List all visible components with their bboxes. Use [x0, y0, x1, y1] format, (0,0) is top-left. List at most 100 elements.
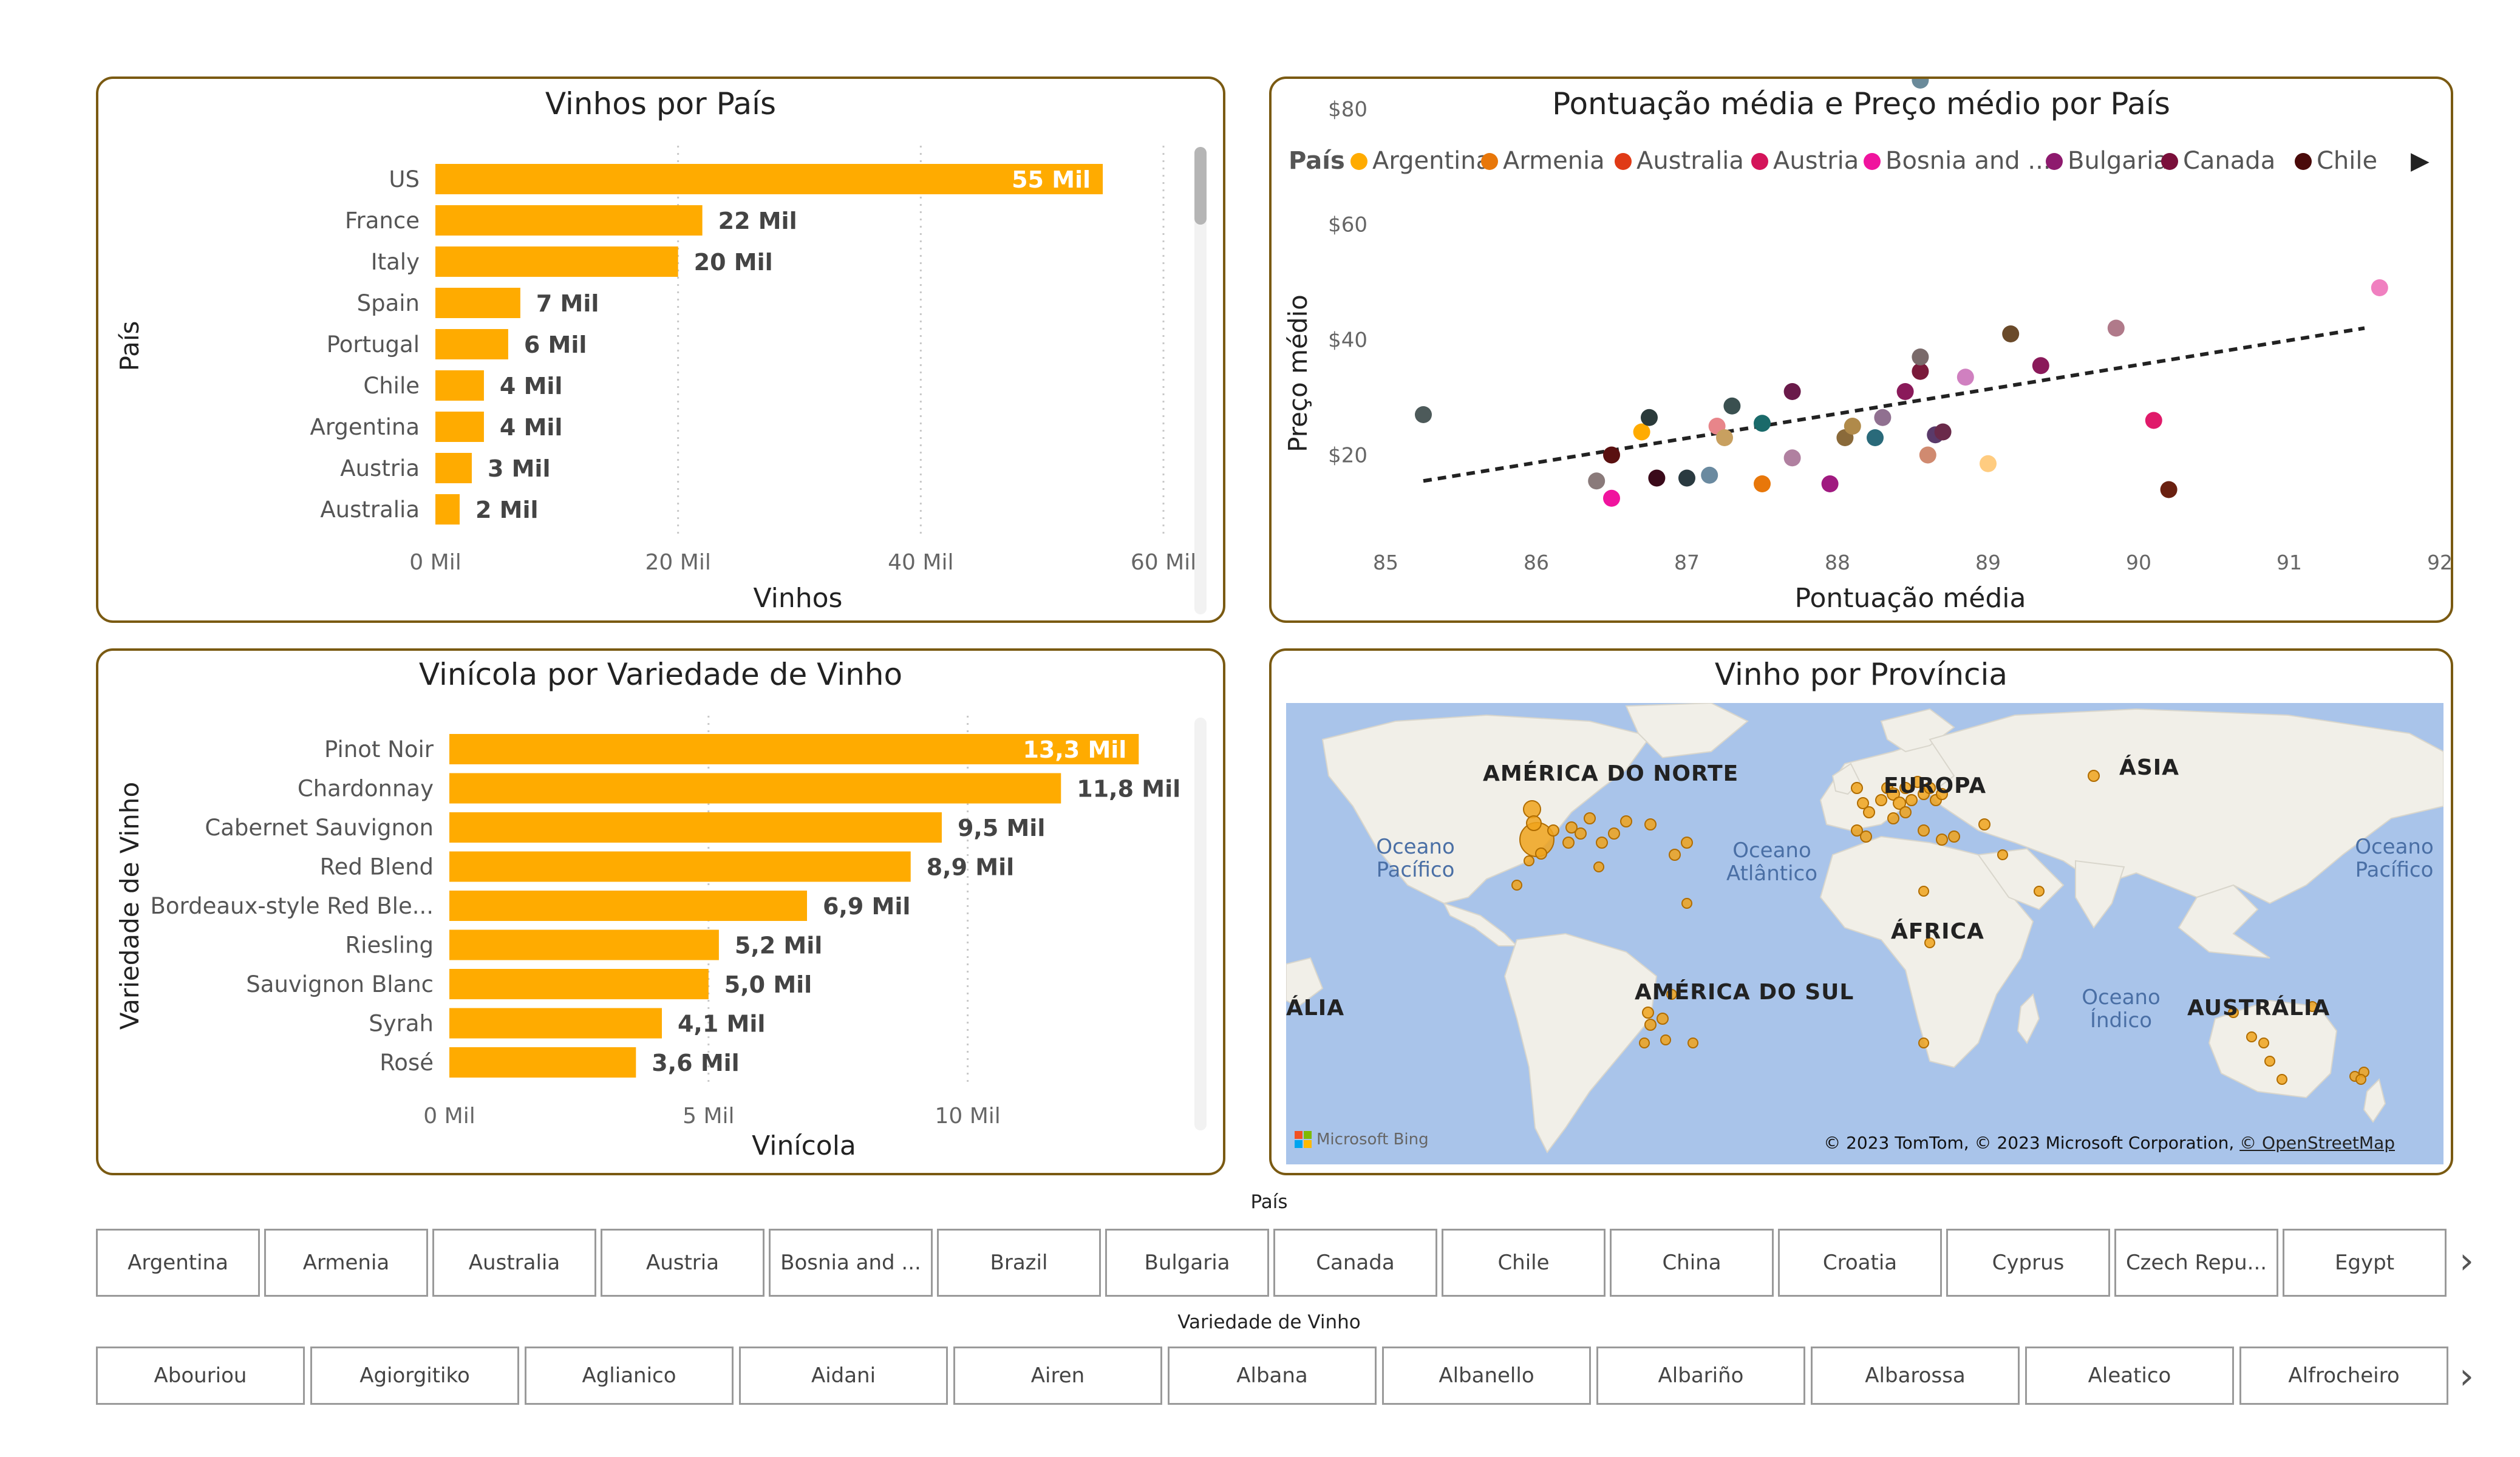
legend-item[interactable]: Australia	[1636, 147, 1744, 175]
slicer-tile[interactable]: Canada	[1273, 1229, 1437, 1297]
scatter-point[interactable]	[1919, 446, 1936, 464]
map-bubble[interactable]	[1899, 806, 1912, 818]
map-bubble[interactable]	[2246, 1031, 2257, 1042]
map-bubble[interactable]	[1687, 1038, 1698, 1048]
map-bubble[interactable]	[2088, 770, 2100, 782]
scatter-point[interactable]	[2145, 412, 2162, 429]
map-bubble[interactable]	[1639, 1038, 1650, 1048]
legend-item[interactable]: Argentina	[1372, 147, 1491, 175]
bar[interactable]	[449, 773, 1061, 804]
slicer-tile[interactable]: Aglianico	[525, 1347, 734, 1405]
wines-by-country-scroll-thumb[interactable]	[1194, 147, 1207, 225]
scatter-point[interactable]	[1633, 423, 1650, 441]
map-bubble[interactable]	[1642, 1007, 1654, 1019]
scatter-point[interactable]	[1415, 406, 1432, 423]
map-bubble[interactable]	[1535, 847, 1547, 860]
scatter-point[interactable]	[2107, 319, 2125, 337]
country-slicer-next-icon[interactable]: ›	[2459, 1240, 2474, 1282]
legend-item[interactable]: Armenia	[1503, 147, 1605, 175]
scatter-point[interactable]	[1701, 466, 1718, 484]
map-bubble[interactable]	[1644, 818, 1657, 830]
scatter-point[interactable]	[1912, 79, 1929, 89]
map-bubble[interactable]	[1863, 806, 1875, 818]
map-bubble[interactable]	[2228, 1007, 2239, 1018]
map-bubble[interactable]	[1860, 830, 1872, 843]
map-bubble[interactable]	[1918, 886, 1929, 897]
map-bubble[interactable]	[1924, 782, 1936, 794]
map-bubble[interactable]	[1948, 830, 1960, 843]
map-bubble[interactable]	[1593, 861, 1604, 872]
world-map[interactable]: AMÉRICA DO NORTE EUROPA ÁSIA ÁFRICA AMÉR…	[1286, 703, 2443, 1164]
scatter-point[interactable]	[2032, 357, 2049, 375]
bar[interactable]	[435, 205, 703, 236]
scatter-point[interactable]	[1641, 409, 1658, 426]
map-bubble[interactable]	[1584, 812, 1596, 824]
bar[interactable]	[449, 1008, 662, 1039]
map-bubble[interactable]	[1524, 855, 1534, 866]
scatter-point[interactable]	[1754, 415, 1771, 432]
bar[interactable]	[435, 412, 484, 442]
scatter-point[interactable]	[1723, 397, 1741, 415]
scatter-point[interactable]	[1754, 475, 1771, 492]
map-bubble[interactable]	[1905, 794, 1918, 806]
slicer-tile[interactable]: Albana	[1168, 1347, 1377, 1405]
map-bubble[interactable]	[1851, 782, 1863, 794]
map-bubble[interactable]	[1681, 837, 1693, 849]
map-bubble[interactable]	[2277, 1074, 2287, 1085]
slicer-tile[interactable]: Argentina	[96, 1229, 260, 1297]
slicer-tile[interactable]: Egypt	[2283, 1229, 2447, 1297]
slicer-tile[interactable]: Cyprus	[1946, 1229, 2110, 1297]
map-bubble[interactable]	[1997, 849, 2008, 860]
legend-item[interactable]: Austria	[1773, 147, 1859, 175]
scatter-point[interactable]	[1648, 469, 1666, 487]
bar[interactable]	[449, 929, 719, 960]
map-bubble[interactable]	[1912, 776, 1924, 788]
legend-item[interactable]: Canada	[2183, 147, 2275, 175]
map-bubble[interactable]	[1936, 834, 1948, 846]
slicer-tile[interactable]: Czech Repu...	[2114, 1229, 2278, 1297]
scatter-point[interactable]	[2160, 481, 2178, 498]
scatter-point[interactable]	[2371, 279, 2388, 296]
slicer-tile[interactable]: Albanello	[1382, 1347, 1591, 1405]
map-bubble[interactable]	[1899, 782, 1912, 794]
map-bubble[interactable]	[1918, 1038, 1929, 1048]
scatter-point[interactable]	[1783, 449, 1801, 467]
scatter-point[interactable]	[1603, 446, 1620, 464]
slicer-tile[interactable]: Bosnia and ...	[769, 1229, 933, 1297]
map-bubble[interactable]	[1511, 880, 1522, 891]
scatter-point[interactable]	[1603, 489, 1620, 507]
map-bubble[interactable]	[1608, 827, 1620, 840]
slicer-tile[interactable]: Albariño	[1596, 1347, 1805, 1405]
bar[interactable]	[449, 851, 911, 882]
slicer-tile[interactable]: Abouriou	[96, 1347, 305, 1405]
openstreetmap-link[interactable]: © OpenStreetMap	[2239, 1133, 2395, 1153]
bar[interactable]	[435, 370, 484, 401]
winery-by-variety-scrollbar[interactable]	[1194, 718, 1207, 1130]
map-bubble[interactable]	[1887, 812, 1899, 824]
bar[interactable]	[449, 734, 1139, 764]
map-bubble[interactable]	[1918, 824, 1930, 837]
scatter-point[interactable]	[1678, 469, 1695, 487]
legend-item[interactable]: Bulgaria	[2068, 147, 2168, 175]
scatter-point[interactable]	[1934, 423, 1952, 441]
map-bubble[interactable]	[1596, 837, 1608, 849]
scatter-point[interactable]	[1912, 348, 1929, 365]
bar[interactable]	[449, 812, 942, 843]
slicer-tile[interactable]: Agiorgitiko	[310, 1347, 519, 1405]
map-bubble[interactable]	[1875, 794, 1887, 806]
map-bubble[interactable]	[2355, 1074, 2366, 1085]
bar[interactable]	[435, 164, 1103, 194]
bar[interactable]	[435, 453, 472, 483]
scatter-point[interactable]	[1874, 409, 1892, 426]
map-bubble[interactable]	[1666, 989, 1677, 1000]
bar[interactable]	[435, 288, 520, 318]
legend-item[interactable]: Chile	[2317, 147, 2377, 175]
scatter-point[interactable]	[2002, 325, 2020, 342]
map-bubble[interactable]	[1657, 1013, 1669, 1025]
map-bubble[interactable]	[1936, 788, 1948, 800]
scatter-point[interactable]	[1716, 429, 1733, 446]
map-bubble[interactable]	[1681, 898, 1692, 909]
map-bubble[interactable]	[1526, 815, 1542, 831]
map-bubble[interactable]	[1893, 796, 1906, 810]
map-bubble[interactable]	[1669, 849, 1681, 861]
